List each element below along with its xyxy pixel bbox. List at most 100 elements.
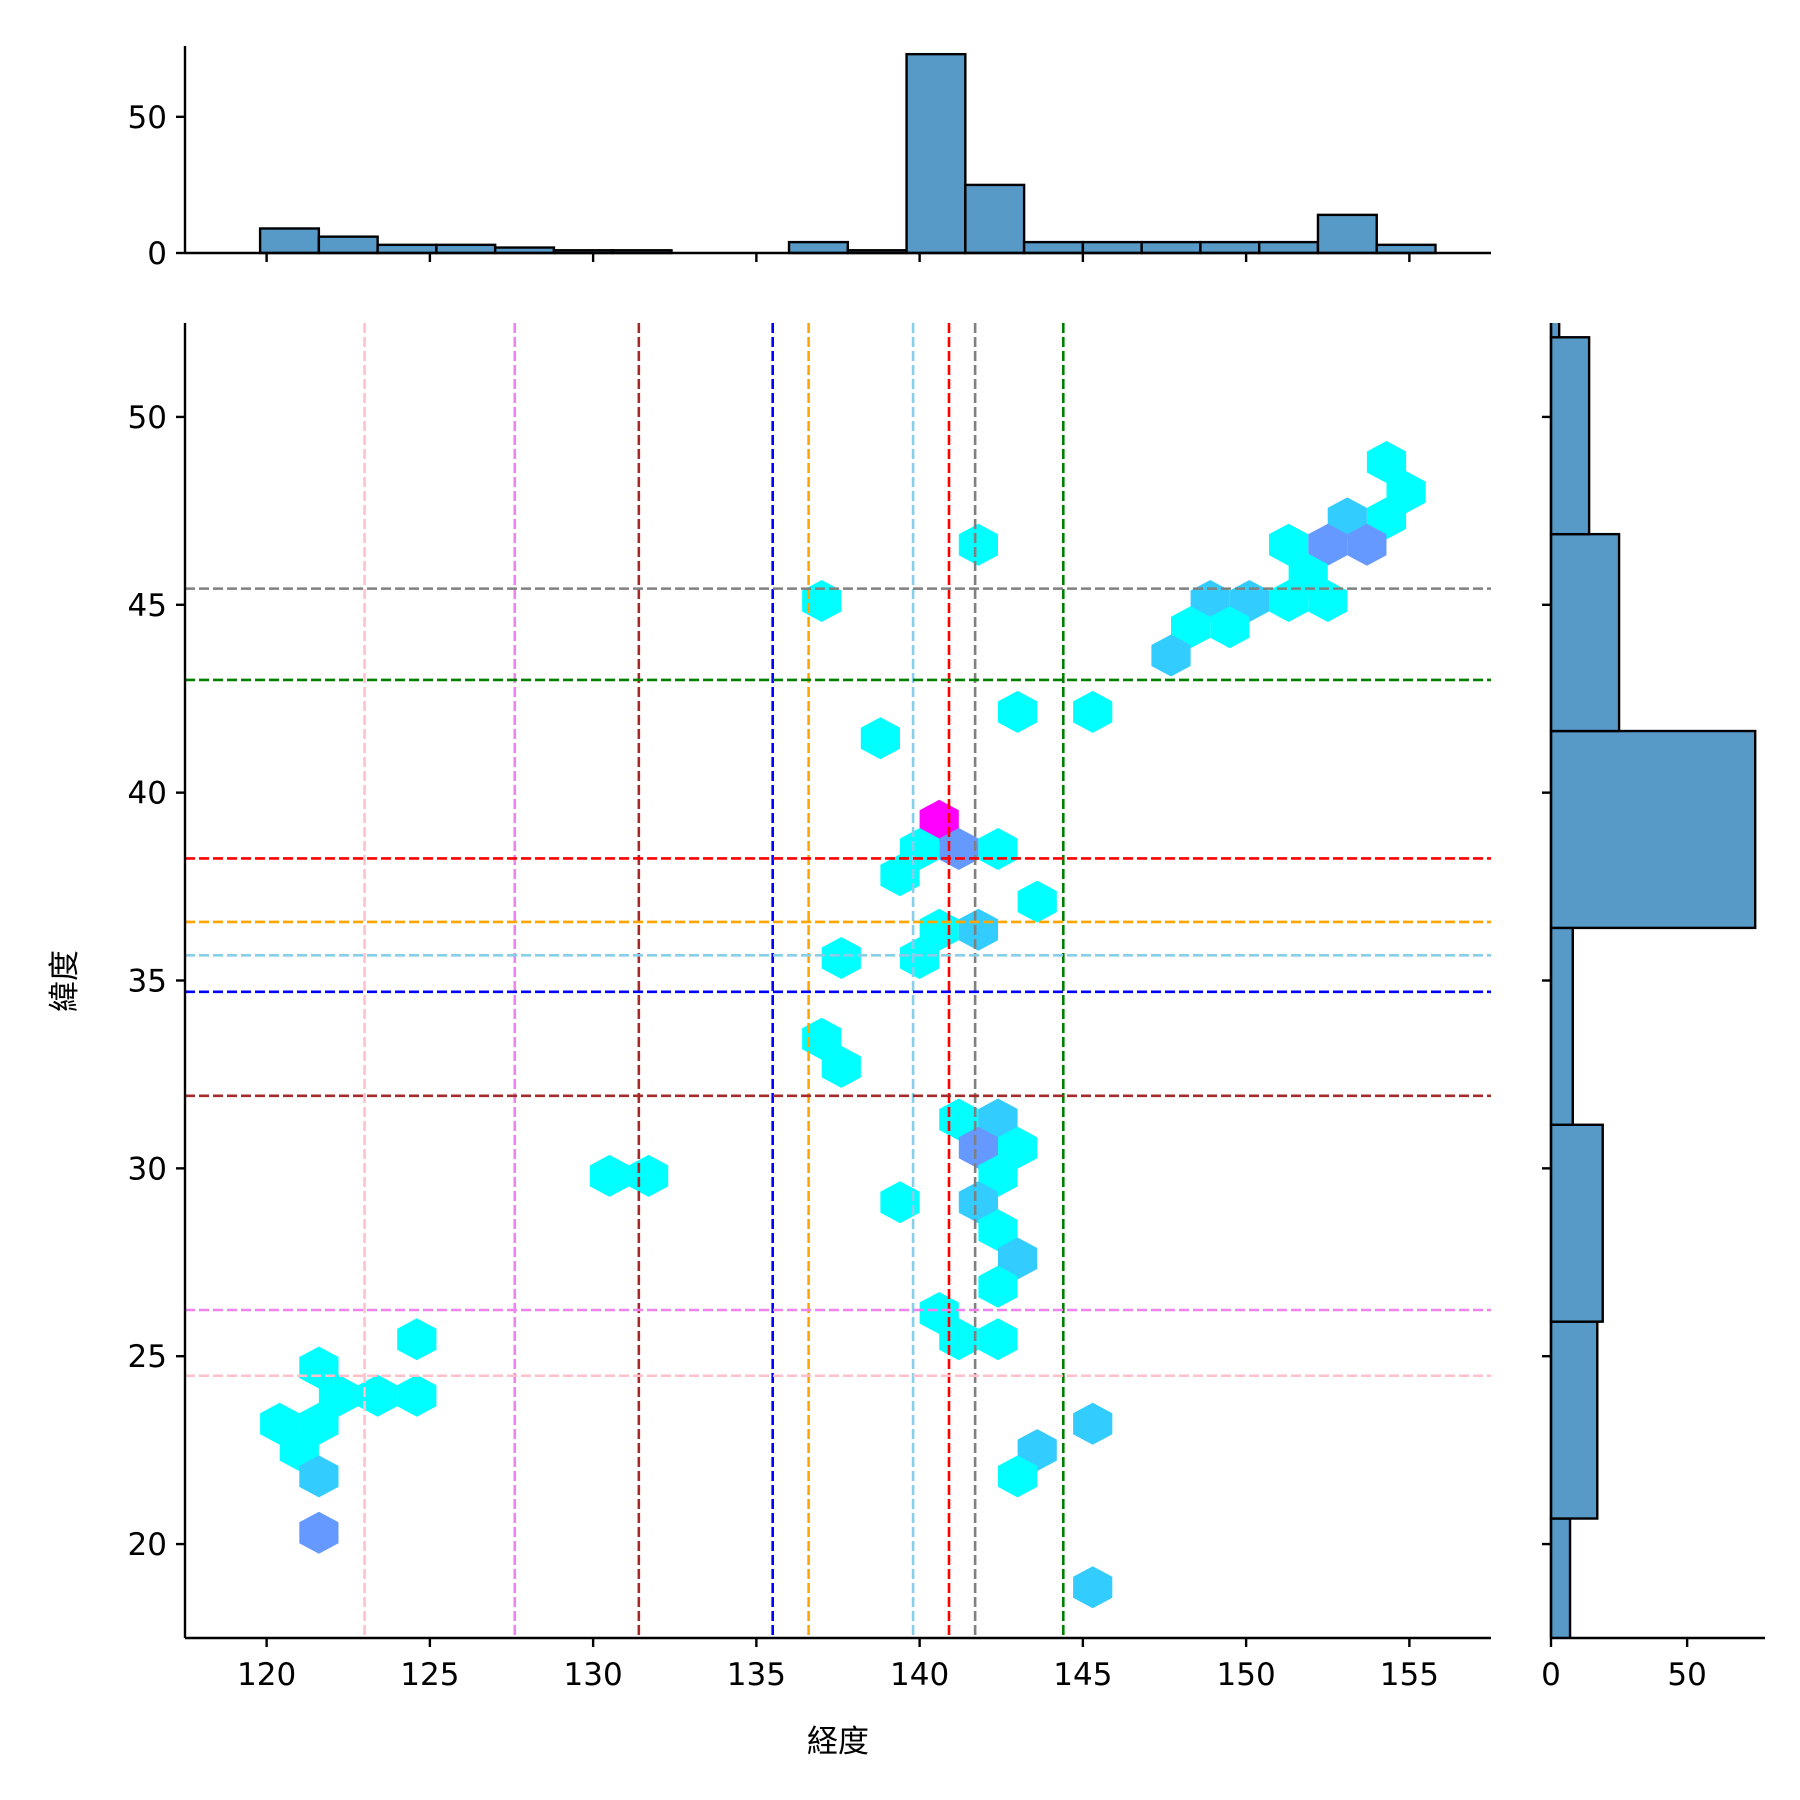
hexbin-cell — [880, 854, 920, 897]
hexbin-cell — [802, 580, 842, 622]
histogram-bar — [258, 227, 321, 255]
x-axis-label: 経度 — [807, 1724, 869, 1760]
hexbin-cell — [1269, 580, 1309, 622]
right-hist-bars — [1549, 323, 1757, 1638]
histogram-bar — [1549, 336, 1591, 536]
x-tick-label: 155 — [1380, 1657, 1439, 1693]
histogram-bar — [376, 243, 438, 255]
top-marginal-histogram — [258, 52, 1437, 255]
histogram-bar — [905, 52, 967, 255]
y-tick-label: 35 — [128, 964, 167, 1000]
y-tick-label: 20 — [128, 1527, 167, 1563]
hexbin-cell — [1308, 580, 1348, 622]
y-tick-label: 50 — [128, 400, 167, 436]
y-tick-label: 30 — [128, 1151, 167, 1187]
histogram-bar — [1257, 240, 1320, 255]
hexbin-cell — [958, 1126, 998, 1169]
hexbin-cell — [1288, 553, 1328, 596]
hexbin-cell — [998, 1455, 1038, 1498]
hexbin-cell — [998, 1237, 1038, 1280]
histogram-bar — [1549, 1123, 1604, 1323]
x-tick-label: 125 — [400, 1657, 459, 1693]
histogram-bar — [964, 183, 1026, 255]
histogram-bar — [1549, 926, 1574, 1126]
histogram-bar — [1199, 240, 1261, 255]
hexbin-cell — [299, 1346, 339, 1389]
x-tick-label: 140 — [890, 1657, 949, 1693]
hexbin-cell — [299, 1455, 339, 1498]
hexbin-cell — [998, 690, 1038, 733]
hexbin-cell — [1190, 580, 1230, 622]
hexbin-cell — [900, 937, 940, 979]
y-tick-label: 40 — [128, 776, 167, 812]
hexbin-cell — [397, 1318, 437, 1361]
histogram-bar — [1549, 323, 1561, 339]
hexbin-cell — [978, 1318, 1018, 1361]
hexbin-cell — [358, 1374, 398, 1417]
hexbin-cell — [1308, 523, 1348, 566]
hexbin-cell — [978, 828, 1018, 870]
hexbin-cell — [1386, 471, 1426, 514]
histogram-bar — [1549, 1320, 1599, 1520]
hexbin-cell — [1347, 523, 1387, 566]
hexbin-cell — [1017, 1429, 1057, 1472]
hexbin-cell — [1229, 580, 1269, 622]
hexbin-cell — [958, 1181, 998, 1224]
histogram-bar — [1316, 213, 1378, 255]
y-axis-label: 緯度 — [47, 950, 83, 1012]
top-hist-y-tick-label: 50 — [128, 100, 167, 136]
hexbin-cell — [629, 1154, 669, 1197]
hexbin-cell — [299, 1511, 339, 1554]
hexbin-cell — [978, 1098, 1018, 1141]
hexbin-cell — [860, 717, 900, 760]
x-tick-label: 150 — [1217, 1657, 1276, 1693]
hexbin-cell — [978, 1154, 1018, 1197]
histogram-bar — [1549, 532, 1621, 733]
x-tick-label: 130 — [564, 1657, 623, 1693]
hexbin-cell — [260, 1402, 300, 1445]
histogram-bar — [317, 235, 379, 255]
reference-lines — [185, 323, 1491, 1638]
hexbin-cell — [1366, 441, 1407, 483]
hexbin-cell — [880, 1181, 920, 1224]
hexbin-cell — [998, 1126, 1038, 1169]
top-hist-y-tick-label: 0 — [147, 236, 167, 272]
hexbin-cell — [279, 1429, 319, 1472]
histogram-bar — [435, 243, 497, 255]
hexbin-cell — [1073, 1566, 1113, 1609]
hexbin-cell — [958, 523, 998, 566]
histogram-bar — [1375, 243, 1437, 255]
hexbin-layer — [260, 441, 1426, 1609]
x-tick-label: 145 — [1053, 1657, 1112, 1693]
right-hist-x-tick-label: 50 — [1667, 1657, 1706, 1693]
x-tick-label: 135 — [727, 1657, 786, 1693]
histogram-bar — [1140, 240, 1202, 255]
right-hist-x-tick-label: 0 — [1541, 1657, 1561, 1693]
hexbin-cell — [1073, 1402, 1113, 1445]
histogram-bar — [1022, 240, 1085, 255]
hexbin-cell — [958, 908, 998, 951]
histogram-bar — [1549, 729, 1757, 930]
hexbin-cell — [821, 937, 861, 979]
hexbin-cell — [1269, 523, 1309, 566]
hexbin-cell — [1327, 497, 1367, 540]
hexbin-cell — [1151, 634, 1191, 677]
hexbin-cell — [1073, 690, 1113, 733]
hexbin-cell — [1210, 606, 1250, 649]
x-tick-label: 120 — [237, 1657, 296, 1693]
hexbin-cell — [589, 1154, 630, 1197]
axes: 120 125 130 135 140 145 150 155 20 25 30 35 40 45 50 0 5… — [128, 46, 1765, 1693]
histogram-bar — [787, 240, 849, 255]
histogram-bar — [1081, 240, 1143, 255]
hexbin-cell — [978, 1209, 1018, 1252]
hexbin-cell — [397, 1374, 437, 1417]
hexbin-cell — [1017, 880, 1057, 923]
hexbin-cell — [1366, 497, 1407, 540]
hexbin-cell — [802, 1017, 842, 1060]
hexbin-cell — [978, 1265, 1018, 1308]
hexbin-cell — [1171, 606, 1211, 649]
y-tick-label: 45 — [128, 588, 167, 624]
y-tick-label: 25 — [128, 1339, 167, 1375]
hexbin-cell — [299, 1402, 339, 1445]
